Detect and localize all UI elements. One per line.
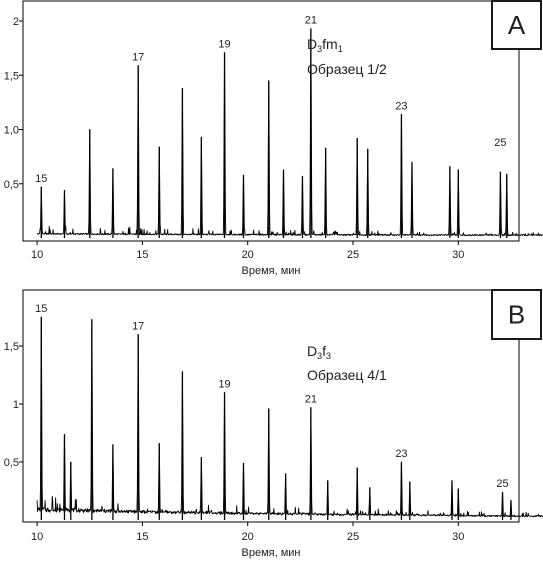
sample-id-label: Образец 4/1 <box>307 367 387 383</box>
x-tick-label: 20 <box>242 249 254 261</box>
sample-formation-label: D3f3 <box>307 343 331 361</box>
peak-label-19: 19 <box>218 38 230 50</box>
x-tick-label: 20 <box>242 531 254 543</box>
plot-frame <box>22 289 520 523</box>
x-tick-label: 30 <box>452 249 464 261</box>
sample-id-label: Образец 1/2 <box>307 61 387 77</box>
peak-label-25: 25 <box>494 137 506 149</box>
peak-label-21: 21 <box>305 15 317 27</box>
peak-label-23: 23 <box>395 100 407 112</box>
y-tick-label: 0,5 <box>4 179 19 191</box>
chromatogram-trace <box>36 316 543 518</box>
y-tick-label: 2 <box>13 16 19 28</box>
y-tick-label: 1,5 <box>4 341 19 353</box>
x-tick-label: 25 <box>347 249 359 261</box>
peak-label-23: 23 <box>395 448 407 460</box>
peak-label-17: 17 <box>132 320 144 332</box>
panel-letter: B <box>508 300 525 330</box>
y-tick-label: 0,5 <box>4 457 19 469</box>
peak-label-17: 17 <box>132 51 144 63</box>
x-tick-label: 10 <box>31 249 43 261</box>
panel-letter: A <box>508 10 526 40</box>
peak-label-19: 19 <box>218 378 230 390</box>
x-tick-label: 15 <box>136 249 148 261</box>
plot-frame <box>22 0 520 242</box>
panel-letter-box <box>491 289 542 340</box>
x-tick-label: 25 <box>347 531 359 543</box>
y-tick-label: 1,5 <box>4 70 19 82</box>
chromatogram-trace <box>36 28 543 237</box>
x-axis-title: Время, мин <box>242 547 301 559</box>
peak-label-25: 25 <box>496 478 508 490</box>
y-tick-label: 1 <box>13 399 19 411</box>
panel-letter-box <box>491 0 542 50</box>
x-axis-title: Время, мин <box>242 265 301 277</box>
x-tick-label: 15 <box>136 531 148 543</box>
x-tick-label: 10 <box>31 531 43 543</box>
sample-formation-label: D3fm1 <box>307 36 343 54</box>
peak-label-21: 21 <box>305 393 317 405</box>
peak-label-15: 15 <box>35 173 47 185</box>
peak-label-15: 15 <box>35 303 47 315</box>
y-tick-label: 1,0 <box>4 125 19 137</box>
x-tick-label: 30 <box>452 531 464 543</box>
